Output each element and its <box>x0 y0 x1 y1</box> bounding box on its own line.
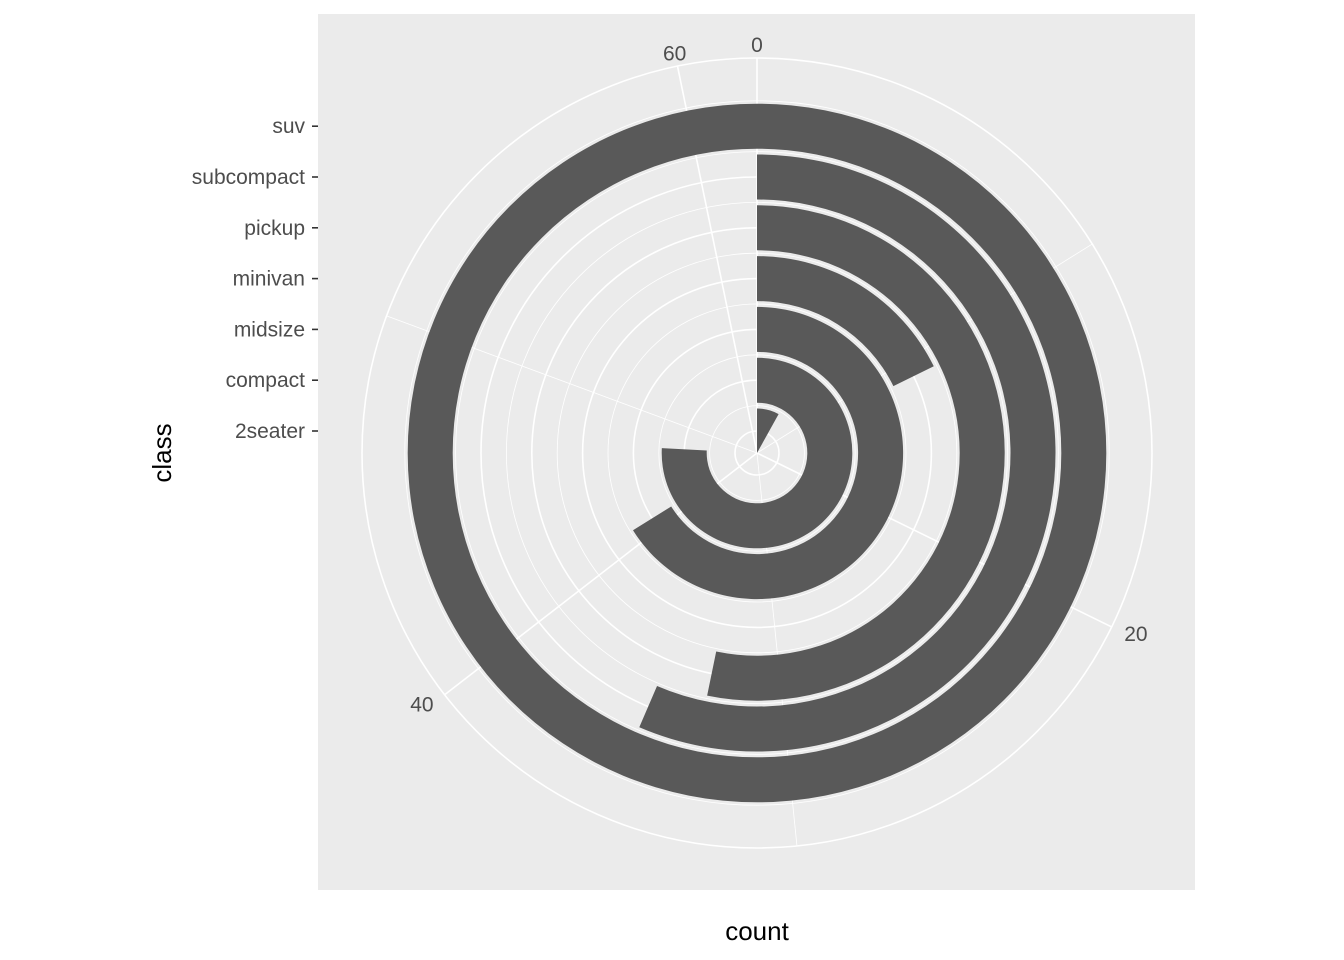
class-tick-label: compact <box>226 369 306 392</box>
class-tick-label: midsize <box>234 318 305 341</box>
bars <box>407 103 1107 803</box>
x-axis-title: count <box>725 916 789 946</box>
y-axis-title: class <box>147 423 177 482</box>
class-tick-label: 2seater <box>235 420 305 443</box>
theta-tick-label: 0 <box>751 34 763 57</box>
class-axis: 2seater compact midsize minivan pickup subcom… <box>192 115 318 443</box>
angular-axis-labels: 0 20 40 60 <box>410 34 1147 716</box>
bar-pickup <box>707 205 1005 701</box>
class-tick-label: suv <box>272 115 305 138</box>
theta-tick-label: 60 <box>663 42 686 65</box>
theta-tick-label: 20 <box>1124 623 1147 646</box>
class-tick-label: pickup <box>244 217 305 240</box>
bar-midsize <box>633 306 904 600</box>
class-tick-label: minivan <box>233 268 305 291</box>
bar-minivan <box>757 256 934 387</box>
theta-tick-label: 40 <box>410 693 433 716</box>
bar-2seater <box>757 408 779 453</box>
bar-compact <box>661 357 853 549</box>
class-tick-label: subcompact <box>192 166 305 189</box>
